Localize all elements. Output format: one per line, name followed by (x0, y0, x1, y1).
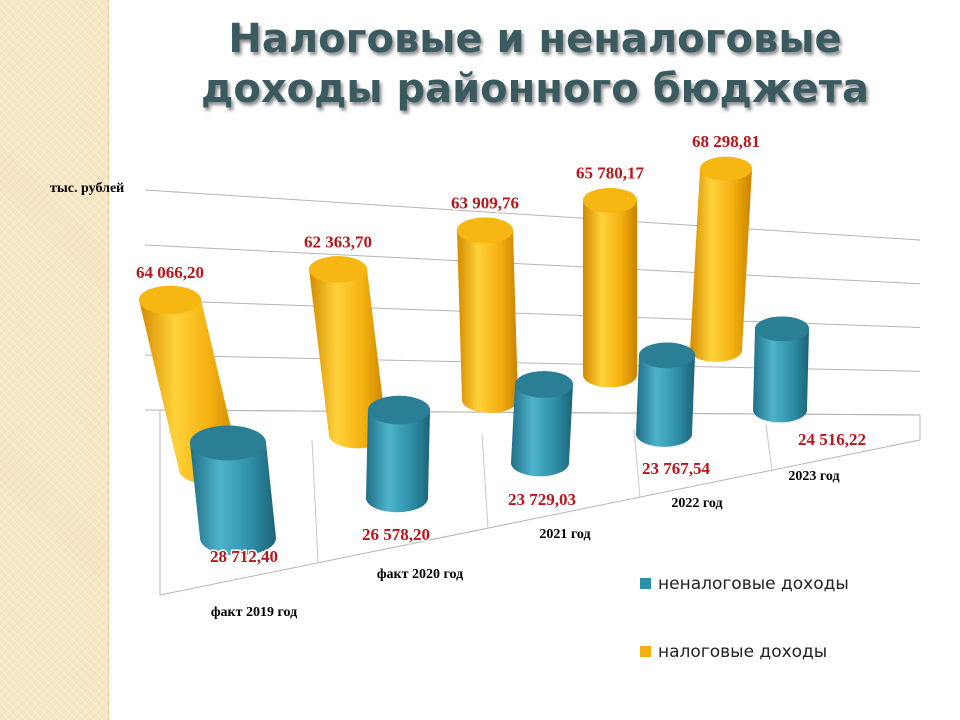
cylinder-bar (366, 395, 430, 513)
legend-entry: неналоговые доходы (658, 574, 849, 594)
cylinder-bar (636, 342, 695, 447)
cylinder-top (515, 371, 573, 398)
floor-divider (311, 439, 319, 563)
unit-label: тыс. рублей (50, 181, 124, 196)
gridline (144, 189, 921, 241)
cylinder-bar (583, 188, 637, 388)
cylinder-body (457, 217, 518, 413)
data-label-tax: 68 298,81 (692, 132, 760, 151)
floor-divider (481, 434, 489, 529)
axis-line (159, 439, 921, 596)
cylinder-bar (690, 156, 752, 362)
cylinder-bar (309, 256, 387, 449)
cylinder-top (583, 188, 637, 213)
cylinder-bar (190, 425, 276, 556)
legend-entry: налоговые доходы (658, 642, 827, 662)
cylinder-top (755, 316, 809, 342)
category-label: факт 2019 год (211, 605, 297, 620)
cylinder-top (700, 156, 752, 181)
cylinder-top (190, 425, 266, 461)
chart-title: Налоговые и неналоговые доходы районного… (201, 16, 869, 112)
category-label: факт 2020 год (377, 567, 463, 582)
cylinder-body (690, 156, 752, 362)
floor-divider (633, 429, 641, 498)
cylinder-body (753, 316, 809, 423)
decorative-side-panel (0, 0, 109, 720)
cylinder-top (457, 217, 513, 244)
data-label-tax: 65 780,17 (576, 163, 645, 182)
legend-swatch (640, 646, 651, 657)
category-label: 2021 год (539, 527, 590, 542)
category-label: 2022 год (671, 496, 722, 511)
cylinder-body (511, 371, 573, 477)
data-label-nontax: 23 729,03 (508, 490, 576, 509)
floor-divider (765, 424, 773, 471)
data-label-tax: 62 363,70 (304, 233, 372, 252)
cylinder-top (309, 256, 367, 283)
cylinder-body (636, 342, 695, 447)
data-label-nontax: 24 516,22 (798, 430, 866, 449)
cylinder-top (139, 285, 201, 315)
cylinder-bar (511, 371, 573, 477)
legend-swatch (640, 578, 651, 589)
data-label-nontax: 28 712,40 (210, 547, 278, 566)
cylinder-body (583, 188, 637, 388)
cylinder-bar (457, 217, 518, 413)
cylinder-top (368, 395, 430, 425)
category-label: 2023 год (788, 469, 839, 484)
cylinder-bar (753, 316, 809, 423)
gridline (144, 244, 921, 285)
cylinder-top (639, 342, 695, 369)
data-label-tax: 63 909,76 (451, 193, 519, 212)
data-label-nontax: 26 578,20 (362, 525, 430, 544)
cylinder-body (366, 395, 430, 513)
cylinder-body (309, 256, 387, 449)
data-label-nontax: 23 767,54 (642, 459, 711, 478)
data-label-tax: 64 066,20 (136, 263, 204, 282)
